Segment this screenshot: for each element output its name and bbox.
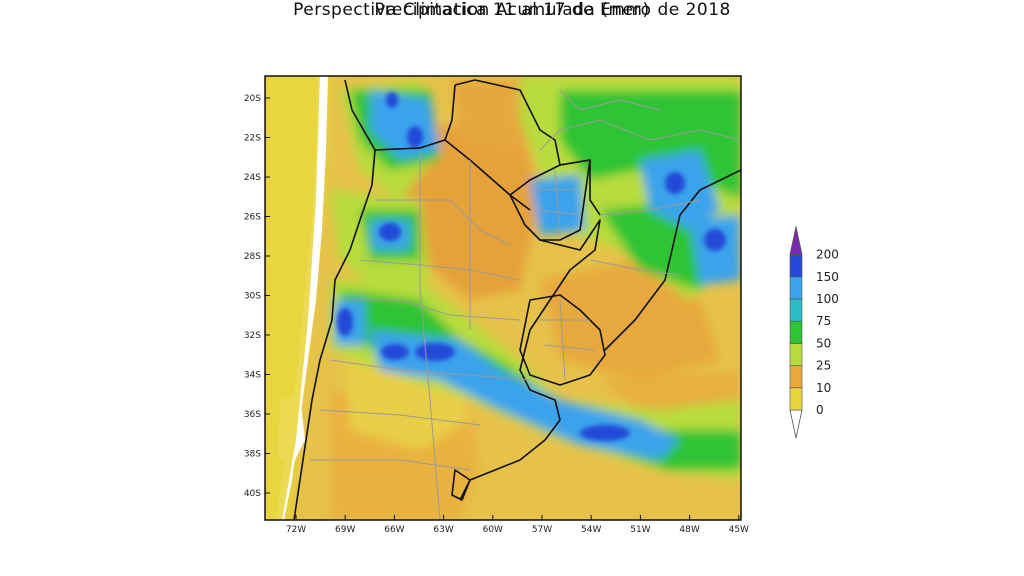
map-frame	[264, 75, 742, 521]
legend-swatch	[789, 254, 803, 278]
legend-swatch	[789, 365, 803, 389]
lat-tick-label: 34S	[244, 371, 261, 381]
lon-tick-label: 57W	[532, 525, 552, 535]
lon-tick-label: 54W	[581, 525, 601, 535]
legend-bottom-arrow	[789, 409, 803, 439]
latitude-axis: 20S 22S 24S 26S 28S 30S 32S 34S 36S 38S 40S	[244, 94, 270, 499]
longitude-axis: 72W 69W 66W 63W 60W 57W 54W 51W 48W 45W	[286, 515, 749, 535]
lat-tick-label: 36S	[244, 410, 261, 420]
precip-field	[265, 76, 741, 520]
chart-title-line1: Perspectiva Climatica 11 al 17 de Enero …	[293, 0, 731, 20]
lon-tick-label: 45W	[729, 525, 749, 535]
legend-level-label: 150	[816, 270, 839, 284]
legend-swatch	[789, 387, 803, 411]
legend-level-label: 50	[816, 336, 831, 350]
lat-tick-label: 20S	[244, 94, 261, 104]
legend-swatch	[789, 276, 803, 300]
lon-tick-label: 48W	[679, 525, 699, 535]
lat-tick-label: 30S	[244, 292, 261, 302]
lon-tick-label: 72W	[286, 525, 306, 535]
lat-tick-label: 22S	[244, 134, 261, 144]
lat-tick-label: 26S	[244, 213, 261, 223]
legend-swatch	[789, 320, 803, 344]
legend-level-label: 100	[816, 292, 839, 306]
legend-level-label: 10	[816, 381, 831, 395]
lat-tick-label: 38S	[244, 450, 261, 460]
lon-tick-label: 51W	[630, 525, 650, 535]
colorbar-legend: 0 10 25 50 75 100 150 200	[789, 226, 839, 439]
legend-top-arrow	[789, 226, 803, 255]
lat-tick-label: 24S	[244, 173, 261, 183]
legend-swatch	[789, 298, 803, 322]
legend-level-label: 25	[816, 359, 831, 373]
legend-swatch	[789, 343, 803, 366]
lon-tick-label: 69W	[335, 525, 355, 535]
lon-tick-label: 60W	[483, 525, 503, 535]
legend-level-label: 200	[816, 248, 839, 262]
lat-tick-label: 32S	[244, 331, 261, 341]
lat-tick-label: 40S	[244, 489, 261, 499]
legend-level-label: 0	[816, 403, 824, 417]
legend-level-label: 75	[816, 314, 831, 328]
chart-title-line2: Precipitacion Acumulada (mm)	[374, 0, 650, 20]
lon-tick-label: 66W	[384, 525, 404, 535]
lon-tick-label: 63W	[433, 525, 453, 535]
lat-tick-label: 28S	[244, 252, 261, 262]
